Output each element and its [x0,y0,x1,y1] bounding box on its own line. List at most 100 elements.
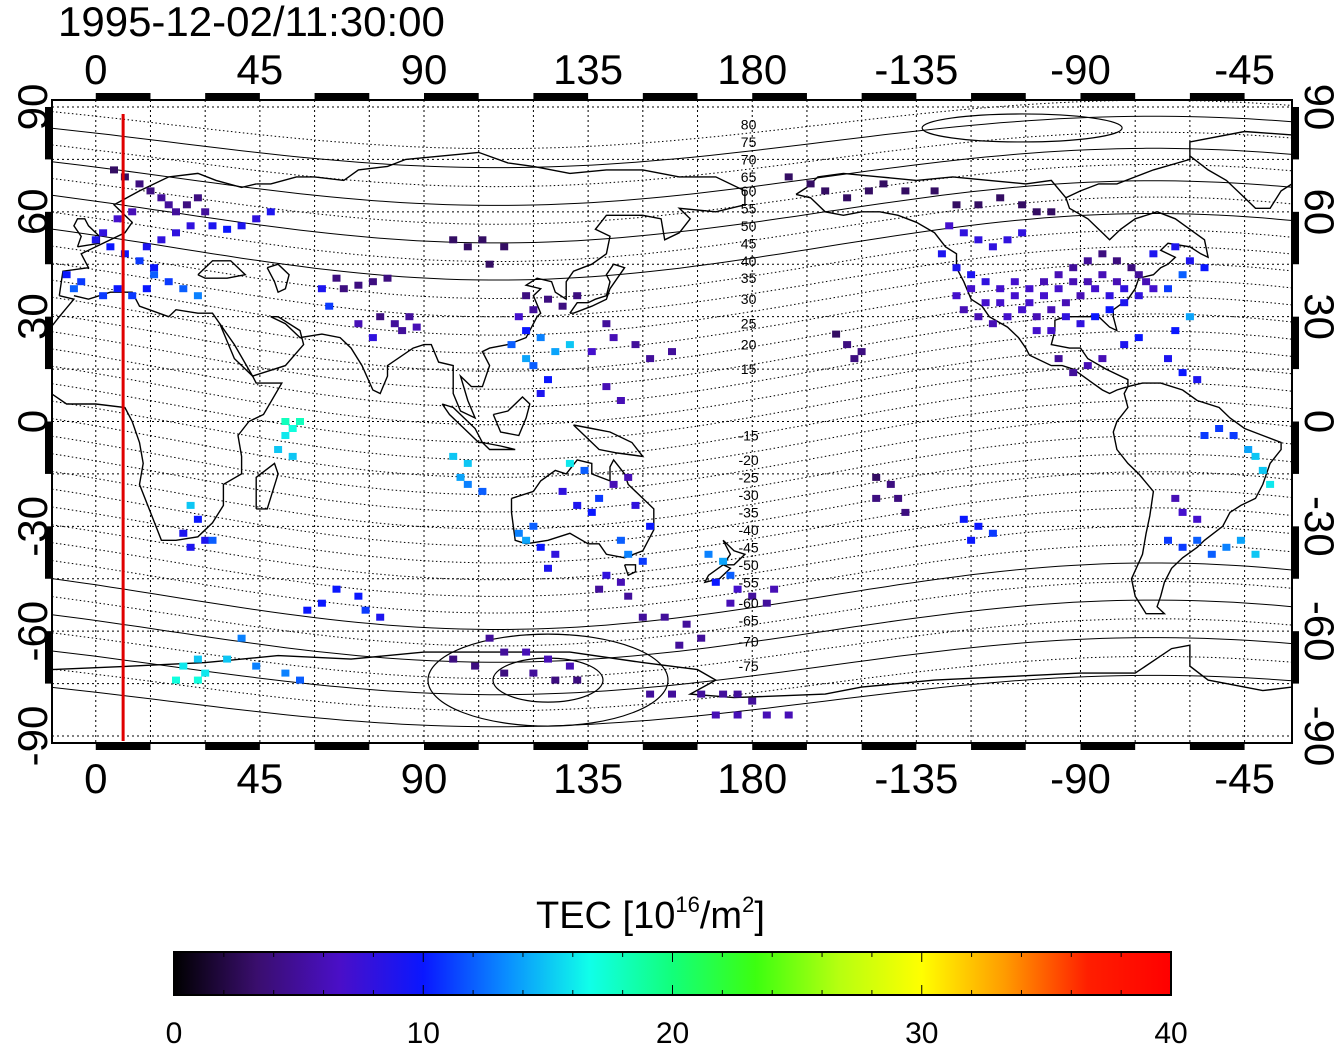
tec-cell [449,655,458,663]
tec-cell [959,229,968,237]
tec-cell [193,292,202,300]
tec-cell [91,236,100,244]
axis-band-bottom [752,743,807,750]
tec-cell [1018,229,1027,237]
tec-cell [1047,306,1056,314]
tec-cell [602,571,611,579]
tec-cell [193,676,202,684]
tec-cell [179,529,188,537]
y-right-tick-label: 60 [1296,188,1343,235]
axis-band-bottom [861,743,917,750]
tec-cell [996,285,1005,293]
contour-label: -65 [738,613,758,629]
magnetic-latitude-contours [52,100,1292,728]
tec-cell [266,208,275,216]
tec-cell [1171,327,1180,335]
tec-cell [135,180,144,188]
tec-cell [1178,543,1187,551]
y-axis-left-labels: 90 60 30 0 -30 -60 -90 [9,84,56,767]
y-right-tick-label: -60 [1296,601,1343,662]
contour-line [52,435,1292,513]
colorbar-label-sup2: 2 [742,892,754,917]
tec-cell [522,355,531,363]
tec-cell [981,299,990,307]
axis-band-bottom [205,743,260,750]
y-right-tick-label: 90 [1296,84,1343,131]
tec-cell [1105,306,1114,314]
contour-line [52,147,1292,206]
tec-cell [296,676,304,684]
colorbar-tick-label: 40 [1154,1017,1187,1048]
contour-line [52,599,1292,663]
contour-line [52,262,1292,336]
tec-cell [850,355,859,363]
x-bottom-tick-label: -135 [874,755,958,802]
axis-band-left [45,211,52,265]
contour-label: 20 [741,337,757,353]
tec-cell [281,669,290,677]
x-bottom-tick-label: 135 [553,755,623,802]
tec-cell [1171,494,1180,502]
tec-cell [1171,243,1180,251]
tec-cell [274,446,283,453]
tec-cell [616,397,625,404]
contour-line [52,365,1292,443]
x-axis-top-labels: 0 45 90 135 180 -135 -90 -45 [84,46,1275,93]
tec-cell [536,334,545,342]
tec-cell [522,327,531,335]
x-top-tick-label: 180 [717,46,787,93]
axis-band-top [314,93,370,100]
tec-cell [1054,355,1063,363]
tec-cell [1040,278,1048,286]
tec-cell [172,676,180,684]
tec-cell [186,501,195,509]
tec-cell [303,606,312,614]
tec-cell [1178,369,1187,377]
contour-label: -20 [738,452,758,468]
contour-label: 80 [741,116,757,132]
tec-cell [843,341,852,349]
tec-cell [682,620,691,628]
tec-cell [361,606,370,614]
axis-band-right [1292,316,1299,370]
map-title: 1995-12-02/11:30:00 [58,0,445,45]
tec-cell [500,648,509,656]
tec-cell [522,648,531,656]
tec-cell [1040,292,1048,300]
tec-cell [1193,536,1202,544]
contour-line [52,581,1292,647]
contour-line [52,525,1292,597]
contour-line [52,180,1292,244]
tec-cell [821,187,830,195]
tec-cell [186,543,195,551]
tec-cell [1164,285,1172,293]
tec-cell [580,466,589,474]
tec-cell [660,613,669,621]
tec-cell [587,508,596,516]
coastline-segment [569,263,626,314]
coastline-segment [1112,382,1282,615]
tec-cell [281,432,290,439]
x-top-tick-label: -90 [1050,46,1111,93]
tec-cell [1178,271,1187,279]
coastline-segment [266,263,290,294]
contour-line [52,400,1292,478]
tec-cell [113,215,122,223]
contour-line [52,655,1292,712]
coastline-segment [255,462,279,510]
axis-band-bottom [1080,743,1136,750]
tec-cell [1244,446,1253,453]
tec-cell [529,522,538,530]
contour-labels: 8075706560555045403530252015-15-20-25-30… [738,116,758,674]
coastline-segment [1189,155,1292,209]
tec-cell [981,278,990,286]
contour-label: 50 [741,218,757,234]
tec-cell [704,550,713,558]
tec-cell [748,697,757,705]
contour-ellipse [921,113,1123,143]
tec-cell [996,299,1005,307]
tec-cell [638,557,647,565]
tec-cell [631,341,640,349]
tec-cell [544,564,552,572]
colorbar-label-main: TEC [10 [536,895,675,937]
